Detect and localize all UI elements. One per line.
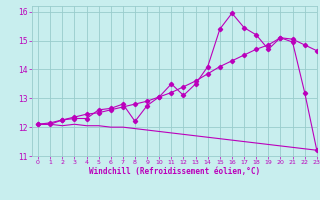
X-axis label: Windchill (Refroidissement éolien,°C): Windchill (Refroidissement éolien,°C) xyxy=(89,167,260,176)
